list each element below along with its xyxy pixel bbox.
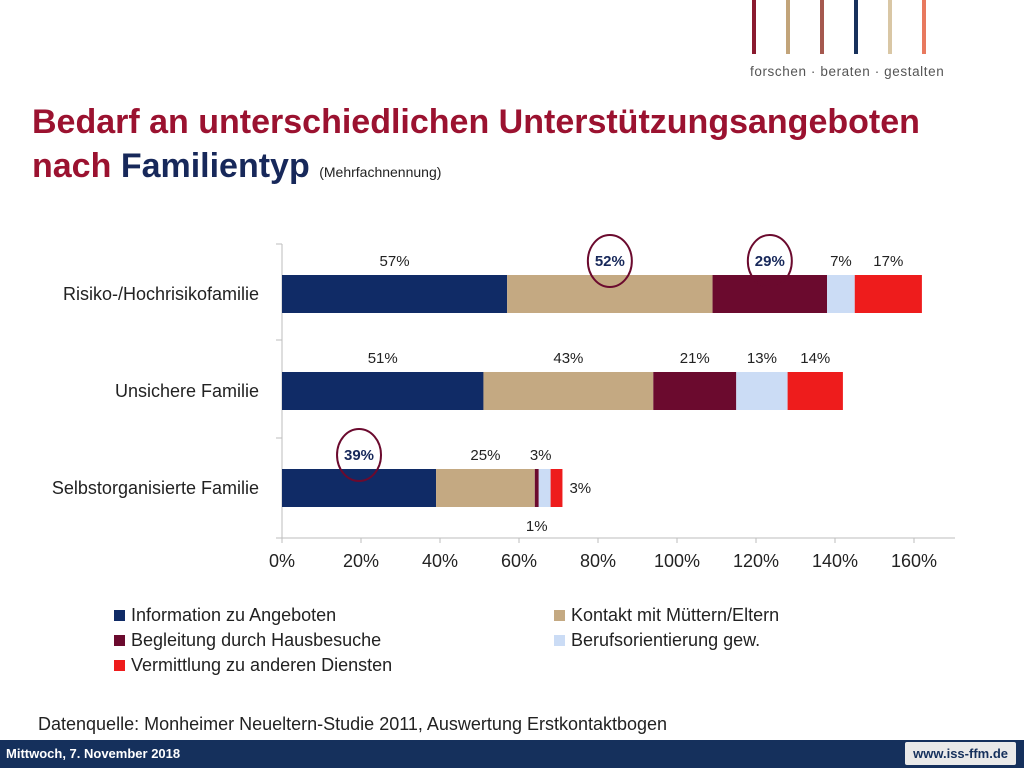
x-tick-label: 100% — [654, 551, 700, 571]
footer-date: Mittwoch, 7. November 2018 — [6, 746, 181, 761]
logo-stripe — [752, 0, 756, 54]
legend-item: Begleitung durch Hausbesuche — [114, 628, 554, 652]
logo-stripe — [786, 0, 790, 54]
bar-segment — [483, 372, 654, 410]
logo-stripe — [922, 0, 926, 54]
bar-segment — [282, 469, 437, 507]
data-label: 1% — [526, 518, 548, 535]
legend-label: Vermittlung zu anderen Diensten — [131, 654, 393, 675]
bar-segment — [538, 469, 551, 507]
bar-segment — [736, 372, 788, 410]
data-label: 3% — [530, 447, 552, 464]
title-subtitle: (Mehrfachnennung) — [319, 164, 442, 180]
bar-segment — [282, 372, 484, 410]
category-label: Risiko-/Hochrisikofamilie — [63, 284, 259, 304]
legend-label: Begleitung durch Hausbesuche — [131, 629, 382, 650]
legend-swatch — [554, 634, 565, 646]
title-highlight: Familientyp — [120, 147, 310, 185]
highlight-circle — [336, 428, 383, 482]
data-label: 29% — [755, 253, 785, 270]
data-label: 3% — [569, 480, 591, 497]
data-label: 57% — [380, 253, 410, 270]
bar-segment — [787, 372, 843, 410]
x-tick-label: 40% — [422, 551, 458, 571]
data-label: 52% — [595, 253, 625, 270]
legend-item: Kontakt mit Müttern/Eltern — [554, 603, 874, 627]
data-label: 51% — [368, 350, 398, 367]
highlight-circle — [586, 234, 633, 288]
data-label: 13% — [747, 350, 777, 367]
bar-segment — [282, 275, 508, 313]
bar-segment — [550, 469, 563, 507]
bar-segment — [436, 469, 535, 507]
bar-segment — [507, 275, 713, 313]
title-line-1: Bedarf an unterschiedlichen Unterstützun… — [32, 103, 920, 141]
bar-segment — [712, 275, 828, 313]
logo-stripe — [820, 0, 824, 54]
x-tick-label: 120% — [733, 551, 779, 571]
bar-segment — [653, 372, 737, 410]
data-label: 21% — [680, 350, 710, 367]
legend-swatch — [554, 609, 565, 621]
bar-segment — [854, 275, 922, 313]
bar-segment — [827, 275, 855, 313]
logo-tagline: forschen · beraten · gestalten — [750, 64, 945, 79]
logo-stripe — [854, 0, 858, 54]
data-source: Datenquelle: Monheimer Neueltern-Studie … — [38, 714, 668, 734]
page-title: Bedarf an unterschiedlichen Unterstützun… — [32, 100, 992, 194]
data-label: 17% — [873, 253, 903, 270]
title-prefix: nach — [32, 147, 121, 185]
legend-label: Kontakt mit Müttern/Eltern — [571, 604, 780, 625]
data-label: 14% — [800, 350, 830, 367]
data-label: 43% — [553, 350, 583, 367]
x-tick-label: 80% — [580, 551, 616, 571]
logo-stripe — [888, 0, 892, 54]
data-label: 39% — [344, 447, 374, 464]
legend-label: Information zu Angeboten — [131, 604, 337, 625]
category-label: Selbstorganisierte Familie — [52, 478, 259, 498]
x-tick-label: 20% — [343, 551, 379, 571]
x-tick-label: 60% — [501, 551, 537, 571]
x-tick-label: 0% — [269, 551, 295, 571]
title-line-2: nach Familientyp (Mehrfachnennung) — [32, 144, 992, 194]
chart-legend: Information zu Angeboten Kontakt mit Mütt… — [114, 603, 874, 677]
data-label: 7% — [830, 253, 852, 270]
footer-bar: Mittwoch, 7. November 2018 www.iss-ffm.d… — [0, 740, 1024, 768]
bar-segment — [534, 469, 539, 507]
legend-item: Vermittlung zu anderen Diensten — [114, 653, 554, 677]
legend-label: Berufsorientierung gew. — [571, 629, 761, 650]
x-tick-label: 140% — [812, 551, 858, 571]
data-label: 25% — [470, 447, 500, 464]
category-label: Unsichere Familie — [115, 381, 259, 401]
legend-item: Information zu Angeboten — [114, 603, 554, 627]
stacked-bar-chart: 0% 20% 40% 60% 80% 100% 120% 140% 160% Risiko-/Ho… — [52, 234, 955, 571]
x-tick-label: 160% — [891, 551, 937, 571]
legend-item: Berufsorientierung gew. — [554, 628, 874, 652]
legend-swatch — [114, 609, 125, 621]
legend-swatch — [114, 659, 125, 671]
footer-url-link[interactable]: www.iss-ffm.de — [905, 742, 1016, 765]
iss-logo: forschen · beraten · gestalten — [748, 0, 944, 84]
highlight-circle — [746, 234, 793, 288]
legend-swatch — [114, 634, 125, 646]
